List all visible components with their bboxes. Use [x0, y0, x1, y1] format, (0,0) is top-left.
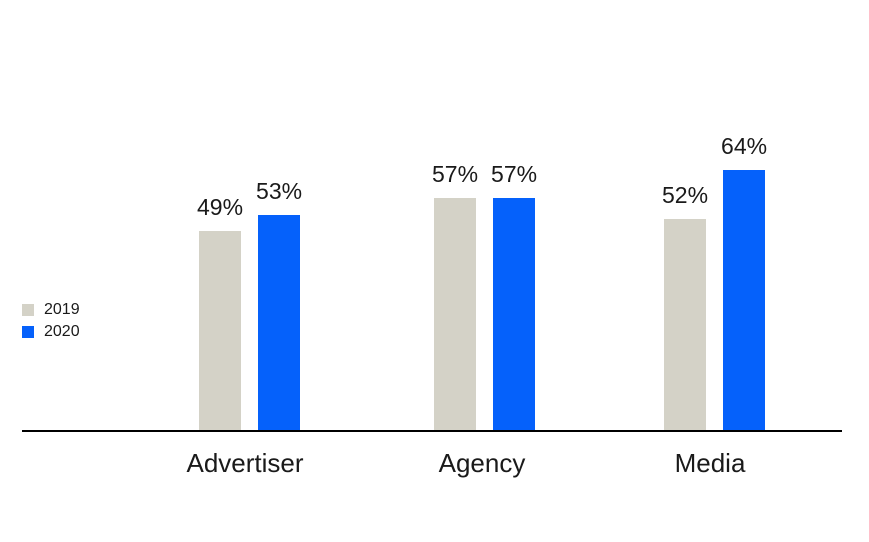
bar-value-label-2019-advertiser: 49%: [197, 194, 244, 220]
bar-value-label-2019-agency: 57%: [432, 161, 479, 187]
bar-2020-media: [723, 170, 766, 430]
category-label-agency: Agency: [438, 448, 526, 478]
bar-group-media: 52% 64%: [662, 133, 767, 430]
category-label-advertiser: Advertiser: [186, 448, 304, 478]
bar-column-2020-advertiser: 53%: [256, 178, 302, 430]
bar-value-label-2019-media: 52%: [662, 182, 709, 208]
bar-column-2019-agency: 57%: [432, 161, 478, 430]
bar-2019-agency: [434, 198, 477, 430]
bar-value-label-2020-advertiser: 53%: [256, 178, 303, 204]
bar-column-2019-advertiser: 49%: [197, 194, 243, 430]
bar-2020-advertiser: [258, 215, 301, 430]
bar-column-2020-agency: 57%: [491, 161, 537, 430]
bar-column-2019-media: 52%: [662, 182, 708, 430]
legend-label-2019: 2019: [44, 301, 80, 318]
chart-legend: 2019 2020: [22, 300, 80, 341]
legend-item-2020: 2020: [22, 322, 80, 341]
category-label-media: Media: [674, 448, 746, 478]
bar-value-label-2020-agency: 57%: [491, 161, 538, 187]
bar-2020-agency: [493, 198, 536, 430]
bar-column-2020-media: 64%: [721, 133, 767, 430]
bar-value-label-2020-media: 64%: [721, 133, 768, 159]
legend-swatch-2019: [22, 303, 34, 316]
legend-label-2020: 2020: [44, 323, 80, 340]
bar-2019-advertiser: [199, 231, 242, 430]
legend-swatch-2020: [22, 325, 34, 338]
bar-2019-media: [664, 219, 707, 430]
bar-group-advertiser: 49% 53%: [197, 178, 302, 430]
bar-group-agency: 57% 57%: [432, 161, 537, 430]
x-axis-baseline: [22, 430, 842, 432]
legend-item-2019: 2019: [22, 300, 80, 319]
